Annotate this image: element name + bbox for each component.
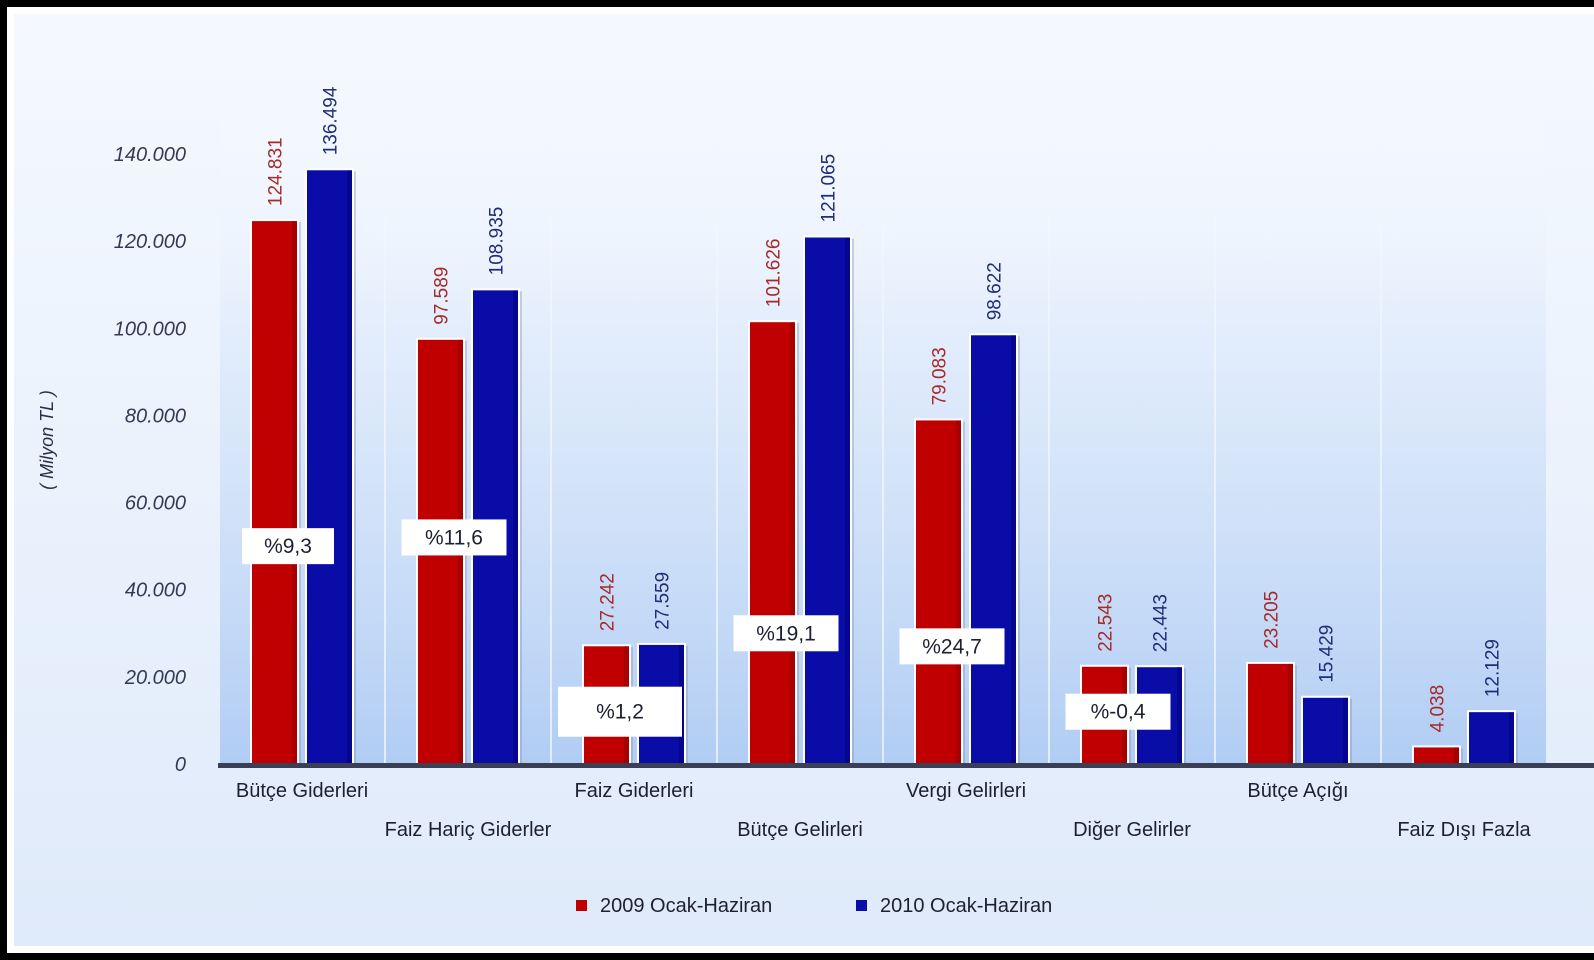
change-label: %9,3 bbox=[264, 535, 312, 558]
value-label-2009: 4.038 bbox=[1428, 685, 1449, 733]
x-axis-line bbox=[218, 763, 1594, 768]
category-band bbox=[1050, 100, 1214, 764]
value-label-2009: 97.589 bbox=[432, 267, 453, 325]
y-tick-label: 40.000 bbox=[125, 580, 186, 602]
x-axis bbox=[218, 763, 1594, 768]
category-band bbox=[1382, 100, 1546, 764]
category-label: Vergi Gelirleri bbox=[906, 780, 1026, 802]
category-label: Bütçe Açığı bbox=[1247, 780, 1348, 802]
value-label-2010: 15.429 bbox=[1317, 625, 1338, 683]
value-label-2009: 27.242 bbox=[598, 573, 619, 631]
change-label: %-0,4 bbox=[1091, 701, 1146, 724]
bar-2009 bbox=[1412, 745, 1461, 766]
value-label-2009: 124.831 bbox=[266, 137, 287, 206]
change-label-box bbox=[242, 528, 334, 565]
bar-edge bbox=[790, 322, 795, 763]
value-label-2010: 108.935 bbox=[487, 207, 508, 276]
value-label-2009: 79.083 bbox=[930, 347, 951, 405]
bar-2010 bbox=[1467, 710, 1516, 766]
bar-edge bbox=[1177, 667, 1182, 763]
value-label-2009: 101.626 bbox=[764, 239, 785, 308]
bar-edge bbox=[292, 221, 297, 763]
bar-2010 bbox=[305, 168, 354, 766]
category-band bbox=[1216, 100, 1380, 764]
change-label: %11,6 bbox=[425, 526, 483, 549]
change-label-box bbox=[733, 615, 839, 652]
category-band bbox=[718, 100, 882, 764]
value-label-2010: 136.494 bbox=[321, 86, 342, 155]
category-bands bbox=[220, 100, 1546, 764]
y-axis-label: ( Milyon TL ) bbox=[37, 390, 57, 490]
category-label: Faiz Giderleri bbox=[575, 780, 694, 802]
category-band bbox=[220, 100, 384, 764]
bar-edge bbox=[1509, 712, 1514, 763]
bar-edge bbox=[347, 170, 352, 764]
category-label: Diğer Gelirler bbox=[1073, 819, 1191, 841]
bar-2010 bbox=[1301, 695, 1350, 765]
bar-2009 bbox=[748, 320, 797, 765]
value-labels: 124.831 136.494 97.589 108.935 27.242 27.559 1… bbox=[266, 86, 1504, 732]
category-label: Faiz Dışı Fazla bbox=[1397, 819, 1531, 841]
value-label-2010: 98.622 bbox=[985, 262, 1006, 320]
value-label-2010: 22.443 bbox=[1151, 594, 1172, 652]
value-label-2010: 121.065 bbox=[819, 154, 840, 223]
y-tick-label: 140.000 bbox=[114, 144, 186, 166]
change-label: %19,1 bbox=[756, 622, 816, 645]
change-label: %1,2 bbox=[596, 701, 644, 724]
bar-2009 bbox=[250, 219, 299, 765]
y-tick-label: 60.000 bbox=[125, 493, 186, 515]
bar-edge bbox=[1454, 747, 1459, 763]
bar-2010 bbox=[969, 333, 1018, 765]
y-tick-label: 20.000 bbox=[124, 667, 186, 689]
bar-edge bbox=[956, 420, 961, 763]
change-label-box bbox=[401, 519, 507, 556]
change-label-box bbox=[558, 686, 682, 737]
category-label: Faiz Hariç Giderler bbox=[385, 819, 552, 841]
value-label-2009: 23.205 bbox=[1262, 591, 1283, 649]
legend-swatch-2009 bbox=[576, 900, 587, 911]
value-label-2010: 12.129 bbox=[1483, 639, 1504, 697]
change-label-box bbox=[899, 628, 1005, 665]
change-label: %24,7 bbox=[922, 635, 982, 658]
y-tick-label: 100.000 bbox=[114, 318, 186, 340]
bar-edge bbox=[1288, 663, 1293, 763]
legend: 2009 Ocak-Haziran 2010 Ocak-Haziran bbox=[576, 895, 1052, 917]
bar-edge bbox=[845, 237, 850, 763]
bar-edge bbox=[1343, 697, 1348, 763]
bar-edge bbox=[513, 290, 518, 763]
y-tick-label: 120.000 bbox=[114, 231, 186, 253]
category-label: Bütçe Giderleri bbox=[236, 780, 368, 802]
value-label-2010: 27.559 bbox=[653, 572, 674, 630]
bar-2010 bbox=[803, 235, 852, 765]
legend-swatch-2010 bbox=[856, 900, 867, 911]
category-band bbox=[884, 100, 1048, 764]
legend-label-2009: 2009 Ocak-Haziran bbox=[600, 895, 772, 917]
bar-2009 bbox=[914, 418, 963, 765]
category-band bbox=[386, 100, 550, 764]
change-labels: %9,3 %11,6 %1,2 %19,1 %24,7 %-0,4 bbox=[242, 519, 1171, 737]
legend-label-2010: 2010 Ocak-Haziran bbox=[880, 895, 1052, 917]
y-tick-label: 80.000 bbox=[125, 405, 186, 427]
category-labels: Bütçe Giderleri Faiz Hariç Giderler Faiz G… bbox=[236, 780, 1532, 841]
y-tick-label: 0 bbox=[175, 754, 186, 776]
bar-edge bbox=[1011, 335, 1016, 763]
change-label-box bbox=[1065, 693, 1171, 730]
category-band bbox=[552, 100, 716, 764]
y-axis: 0 20.000 40.000 60.000 80.000 100.000 120.000 1… bbox=[114, 144, 186, 776]
bar-2009 bbox=[1246, 661, 1295, 766]
value-label-2009: 22.543 bbox=[1096, 594, 1117, 652]
category-label: Bütçe Gelirleri bbox=[737, 819, 863, 841]
